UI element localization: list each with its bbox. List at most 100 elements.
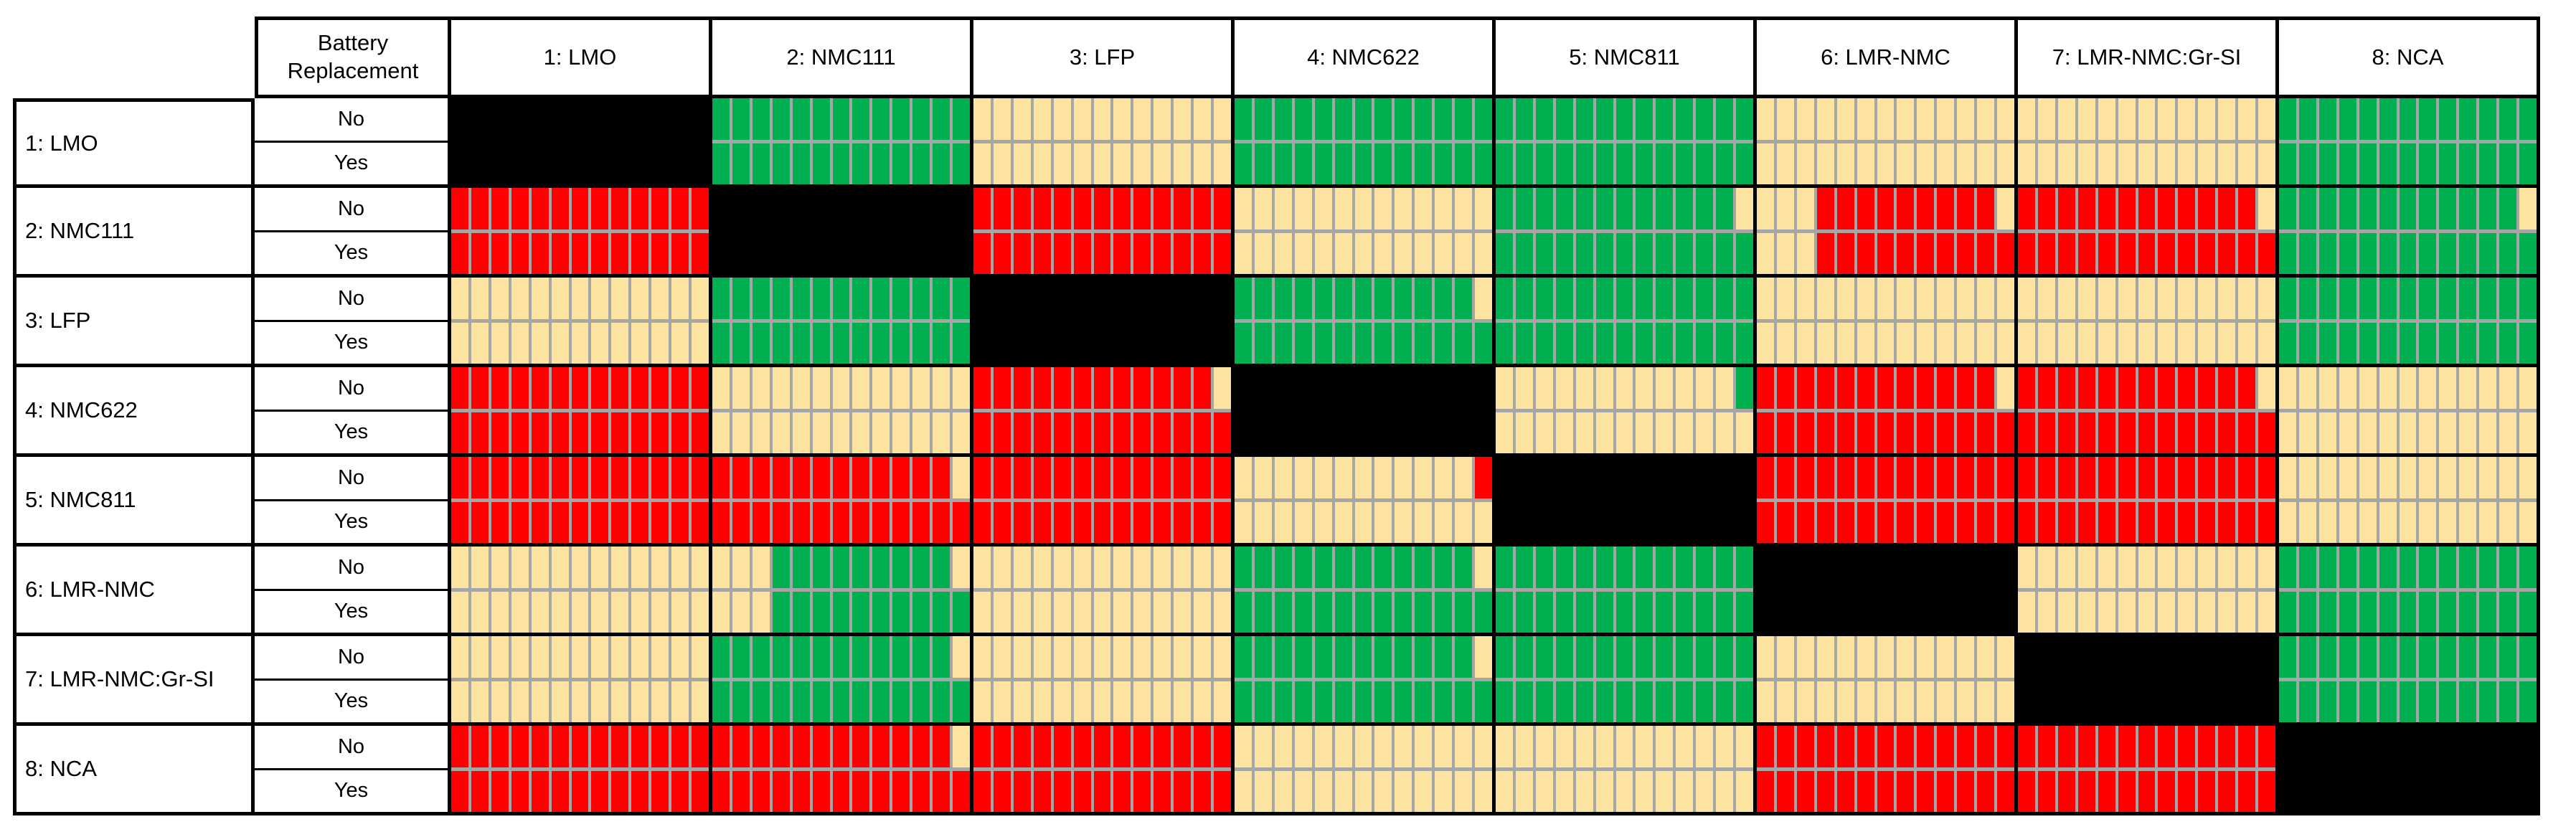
bar xyxy=(1354,457,1372,498)
bar xyxy=(1455,98,1473,140)
matrix-cell-r2-c8 xyxy=(2279,188,2540,278)
bar xyxy=(1053,188,1071,230)
matrix-cell-r3-c2 xyxy=(712,278,973,367)
bar xyxy=(792,547,810,588)
bar xyxy=(2439,591,2457,633)
bar xyxy=(1997,412,2014,453)
bar xyxy=(993,770,1011,812)
bar xyxy=(1354,501,1372,543)
bar xyxy=(611,636,629,678)
bar xyxy=(1174,143,1192,184)
bar-strip-yes xyxy=(973,591,1231,633)
bar xyxy=(2218,412,2236,453)
bar-strip-no xyxy=(2279,278,2537,319)
bar-strip-no xyxy=(1235,278,1492,319)
bar xyxy=(953,770,970,812)
bar xyxy=(1676,636,1694,678)
bar xyxy=(1656,726,1674,767)
bar xyxy=(1937,457,1955,498)
bar xyxy=(1957,98,1975,140)
bar xyxy=(1796,412,1814,453)
bar-strip-no xyxy=(2279,188,2537,230)
bar-strip-no xyxy=(973,726,1231,767)
bar xyxy=(2138,726,2156,767)
matrix-cell-r2-c5 xyxy=(1496,188,1757,278)
bar xyxy=(1496,591,1513,633)
bar xyxy=(2479,367,2497,409)
bar xyxy=(1676,232,1694,274)
bar xyxy=(1716,681,1734,722)
bar xyxy=(1615,367,1633,409)
bar xyxy=(2037,770,2055,812)
bar xyxy=(1856,457,1874,498)
bar xyxy=(993,367,1011,409)
bar xyxy=(852,457,870,498)
battery-replacement-no: No xyxy=(337,286,365,310)
bar xyxy=(752,412,770,453)
bar xyxy=(892,98,910,140)
bar xyxy=(732,726,750,767)
bar xyxy=(2198,278,2216,319)
bar xyxy=(1153,412,1171,453)
bar xyxy=(571,726,589,767)
bar xyxy=(1153,591,1171,633)
bar xyxy=(953,367,970,409)
bar xyxy=(2318,457,2336,498)
bar xyxy=(1575,636,1593,678)
bar xyxy=(1977,232,1995,274)
bar xyxy=(1194,367,1212,409)
bar xyxy=(2318,412,2336,453)
bar xyxy=(1475,188,1492,230)
bar xyxy=(1535,188,1553,230)
no-yes-gray-divider xyxy=(2018,139,2275,143)
bar xyxy=(2379,232,2397,274)
bar xyxy=(1093,412,1111,453)
bar xyxy=(2118,457,2136,498)
no-yes-gray-divider xyxy=(451,587,709,592)
bar xyxy=(1314,278,1332,319)
bar xyxy=(1395,278,1412,319)
bar xyxy=(1757,636,1774,678)
bar xyxy=(1917,412,1935,453)
bar xyxy=(973,501,991,543)
bar xyxy=(2419,501,2437,543)
bar xyxy=(1113,412,1131,453)
bar xyxy=(2399,412,2417,453)
bar xyxy=(1354,770,1372,812)
bar xyxy=(2519,98,2537,140)
bar xyxy=(1374,278,1392,319)
bar xyxy=(1294,726,1312,767)
bar xyxy=(732,457,750,498)
bar-strip-yes xyxy=(1757,143,2014,184)
bar xyxy=(1856,770,1874,812)
bar xyxy=(1133,457,1151,498)
matrix-cell-r6-c2 xyxy=(712,547,973,636)
bar xyxy=(1776,636,1794,678)
no-yes-gray-divider xyxy=(973,587,1231,592)
bar xyxy=(1254,636,1272,678)
bar xyxy=(2158,770,2176,812)
bar xyxy=(1415,188,1433,230)
no-yes-gray-divider xyxy=(973,229,1231,233)
bar xyxy=(1254,726,1272,767)
bar xyxy=(1736,232,1753,274)
bar xyxy=(1294,143,1312,184)
bar xyxy=(1917,188,1935,230)
bar xyxy=(2318,547,2336,588)
bar xyxy=(1515,726,1533,767)
bar-strip-yes xyxy=(2279,681,2537,722)
bar xyxy=(832,681,850,722)
bar xyxy=(1716,726,1734,767)
bar xyxy=(872,278,890,319)
bar xyxy=(1435,770,1453,812)
bar xyxy=(1496,278,1513,319)
bar-strip-no xyxy=(451,457,709,498)
bar xyxy=(1214,591,1231,633)
bar xyxy=(1515,278,1533,319)
bar xyxy=(2298,412,2316,453)
bar xyxy=(2459,547,2477,588)
bar xyxy=(1475,726,1492,767)
bar xyxy=(1496,232,1513,274)
bar xyxy=(1877,681,1895,722)
bar xyxy=(2519,232,2537,274)
